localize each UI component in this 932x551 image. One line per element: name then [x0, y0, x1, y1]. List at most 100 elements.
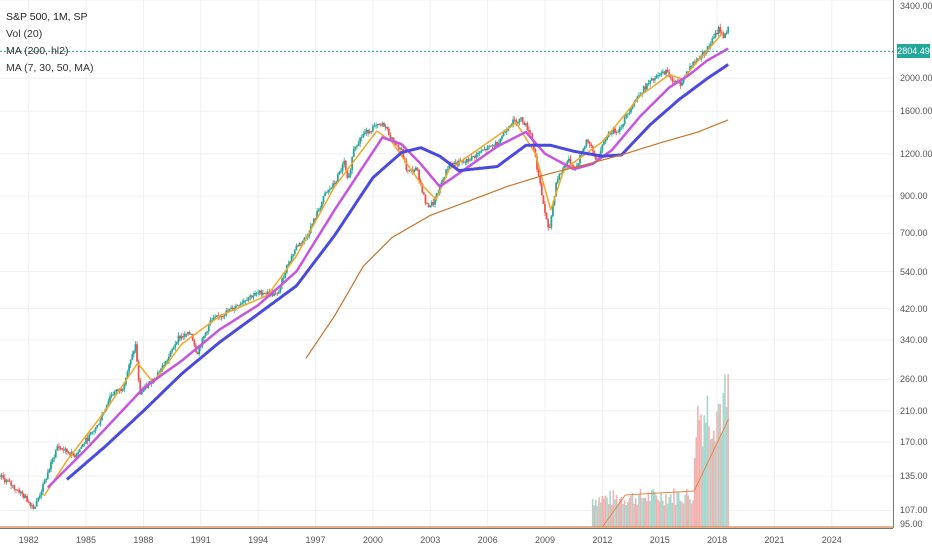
candle-body [313, 218, 315, 224]
indicator-ma-200[interactable]: MA (200, hl2) [6, 45, 69, 57]
volume-bar [609, 490, 612, 527]
candle-body [191, 334, 194, 341]
candle-body [724, 33, 726, 38]
price-tick-label: 420.00 [900, 303, 928, 314]
candle-body [190, 334, 193, 335]
candle-body [69, 453, 72, 456]
candle-body [319, 207, 322, 211]
candle-body [674, 80, 677, 82]
volume-bar [665, 494, 667, 527]
candle-body [357, 143, 360, 146]
candle-body [673, 81, 675, 83]
candle-body [59, 447, 62, 449]
candle-body [273, 293, 275, 296]
indicator-ma-multi[interactable]: MA (7, 30, 50, MA) [6, 62, 94, 74]
volume-bar [661, 500, 664, 527]
candle-body [567, 158, 570, 162]
candle-body [177, 335, 180, 343]
candle-body [78, 448, 81, 453]
candle-body [623, 117, 626, 125]
candle-body [599, 150, 602, 157]
candle-body [137, 361, 140, 381]
time-axis[interactable]: 1982 1985 1988 1991 1994 1997 2000 2003 2006 2009… [0, 528, 893, 551]
candle-body [158, 371, 161, 373]
candle-body [717, 27, 720, 34]
candle-body [174, 344, 177, 348]
candle-body [247, 297, 250, 301]
candle-body [183, 333, 186, 338]
candle-body [117, 389, 119, 391]
candle-body [121, 389, 124, 391]
candle-body [236, 305, 239, 307]
candle-body [255, 292, 258, 294]
candle-body [556, 179, 559, 183]
candle-body [207, 324, 210, 332]
candle-body [540, 183, 543, 196]
candle-body [391, 137, 393, 139]
candle-body [139, 380, 142, 395]
candle-body [75, 454, 78, 458]
volume-bar [695, 437, 698, 527]
candle-body [516, 121, 519, 124]
candle-body [383, 123, 385, 128]
candle-body [110, 394, 113, 397]
candle-body [682, 77, 685, 83]
volume-bar [658, 501, 661, 527]
candle-body [669, 77, 672, 78]
candle-body [583, 146, 586, 149]
volume-bar [722, 393, 725, 527]
candle-body [622, 124, 624, 127]
candle-body [424, 194, 427, 204]
candle-body [654, 78, 656, 81]
ma-line-1 [43, 32, 724, 497]
ma-line-4 [305, 119, 729, 359]
candle-body [88, 434, 91, 441]
volume-bar [660, 492, 663, 527]
candle-body [316, 211, 319, 219]
candle-body [579, 155, 581, 164]
candle-body [427, 203, 430, 208]
candle-body [212, 317, 215, 320]
candle-body [140, 392, 143, 395]
candle-body [298, 242, 301, 247]
chart-grid [0, 0, 893, 529]
candle-body [483, 149, 486, 151]
candle-body [311, 223, 314, 227]
candle-body [523, 121, 526, 125]
candle-body [373, 125, 376, 127]
candle-body [356, 145, 358, 147]
candle-body [338, 171, 341, 175]
volume-bar [596, 505, 599, 527]
candle-body [415, 167, 417, 171]
candle-body [80, 446, 83, 449]
volume-bar [724, 374, 726, 527]
candle-body [56, 446, 59, 451]
candle-body [175, 342, 178, 345]
candle-body [246, 300, 248, 301]
candle-body [89, 432, 92, 435]
candle-body [287, 263, 290, 265]
candle-body [5, 480, 8, 483]
volume-bar [655, 495, 658, 527]
time-tick-label: 1991 [190, 535, 211, 545]
candle-body [580, 154, 583, 156]
candle-body [199, 346, 202, 348]
price-axis[interactable]: 3400.00 2000.00 1600.00 1200.00 900.00 700.00… [893, 0, 932, 529]
volume-bar [677, 492, 680, 527]
candle-body [86, 438, 89, 441]
time-tick-label: 2000 [362, 535, 383, 545]
candle-body [38, 495, 41, 499]
symbol-title[interactable]: S&P 500, 1M, SP [6, 11, 88, 23]
candle-body [426, 203, 428, 205]
candle-body [499, 138, 502, 144]
candle-body [585, 139, 588, 147]
candle-body [185, 333, 188, 335]
volume-bar [663, 505, 666, 527]
candle-body [215, 315, 218, 317]
volume-bar [698, 420, 701, 527]
candle-body [0, 476, 1, 477]
indicator-volume[interactable]: Vol (20) [6, 28, 43, 40]
candle-body [160, 368, 162, 372]
candle-body [303, 237, 306, 241]
